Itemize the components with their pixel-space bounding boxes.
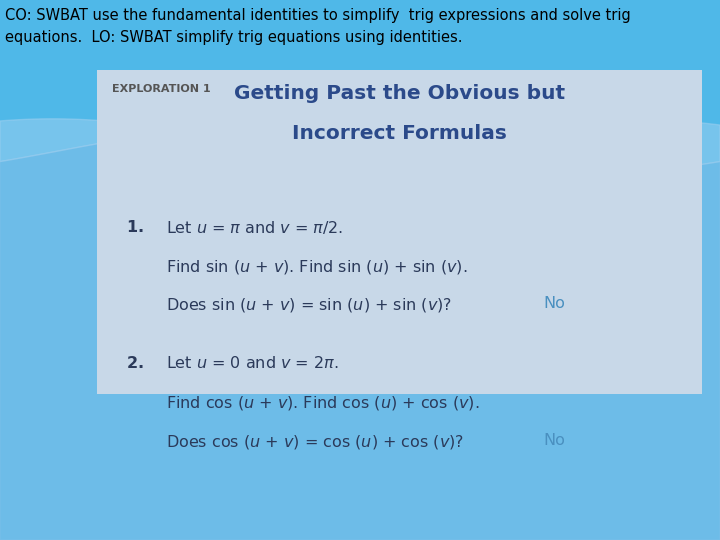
Text: Let $u$ = $\pi$ and $v$ = $\pi$/2.: Let $u$ = $\pi$ and $v$ = $\pi$/2.	[166, 219, 342, 235]
Text: No: No	[544, 296, 565, 312]
Text: Getting Past the Obvious but: Getting Past the Obvious but	[234, 84, 565, 103]
Text: $\mathbf{2.}$: $\mathbf{2.}$	[126, 355, 143, 371]
FancyBboxPatch shape	[97, 70, 702, 394]
Text: Does sin ($u$ + $v$) = sin ($u$) + sin ($v$)?: Does sin ($u$ + $v$) = sin ($u$) + sin (…	[166, 296, 451, 314]
Text: No: No	[544, 433, 565, 448]
Text: Let $u$ = 0 and $v$ = 2$\pi$.: Let $u$ = 0 and $v$ = 2$\pi$.	[166, 355, 338, 371]
Text: Find cos ($u$ + $v$). Find cos ($u$) + cos ($v$).: Find cos ($u$ + $v$). Find cos ($u$) + c…	[166, 394, 479, 411]
Text: $\mathbf{1.}$: $\mathbf{1.}$	[126, 219, 143, 235]
Text: equations.  LO: SWBAT simplify trig equations using identities.: equations. LO: SWBAT simplify trig equat…	[5, 30, 462, 45]
Text: Find sin ($u$ + $v$). Find sin ($u$) + sin ($v$).: Find sin ($u$ + $v$). Find sin ($u$) + s…	[166, 258, 467, 275]
Text: Incorrect Formulas: Incorrect Formulas	[292, 124, 507, 143]
Text: EXPLORATION 1: EXPLORATION 1	[112, 84, 210, 94]
Text: CO: SWBAT use the fundamental identities to simplify  trig expressions and solve: CO: SWBAT use the fundamental identities…	[5, 8, 631, 23]
Text: Does cos ($u$ + $v$) = cos ($u$) + cos ($v$)?: Does cos ($u$ + $v$) = cos ($u$) + cos (…	[166, 433, 464, 450]
